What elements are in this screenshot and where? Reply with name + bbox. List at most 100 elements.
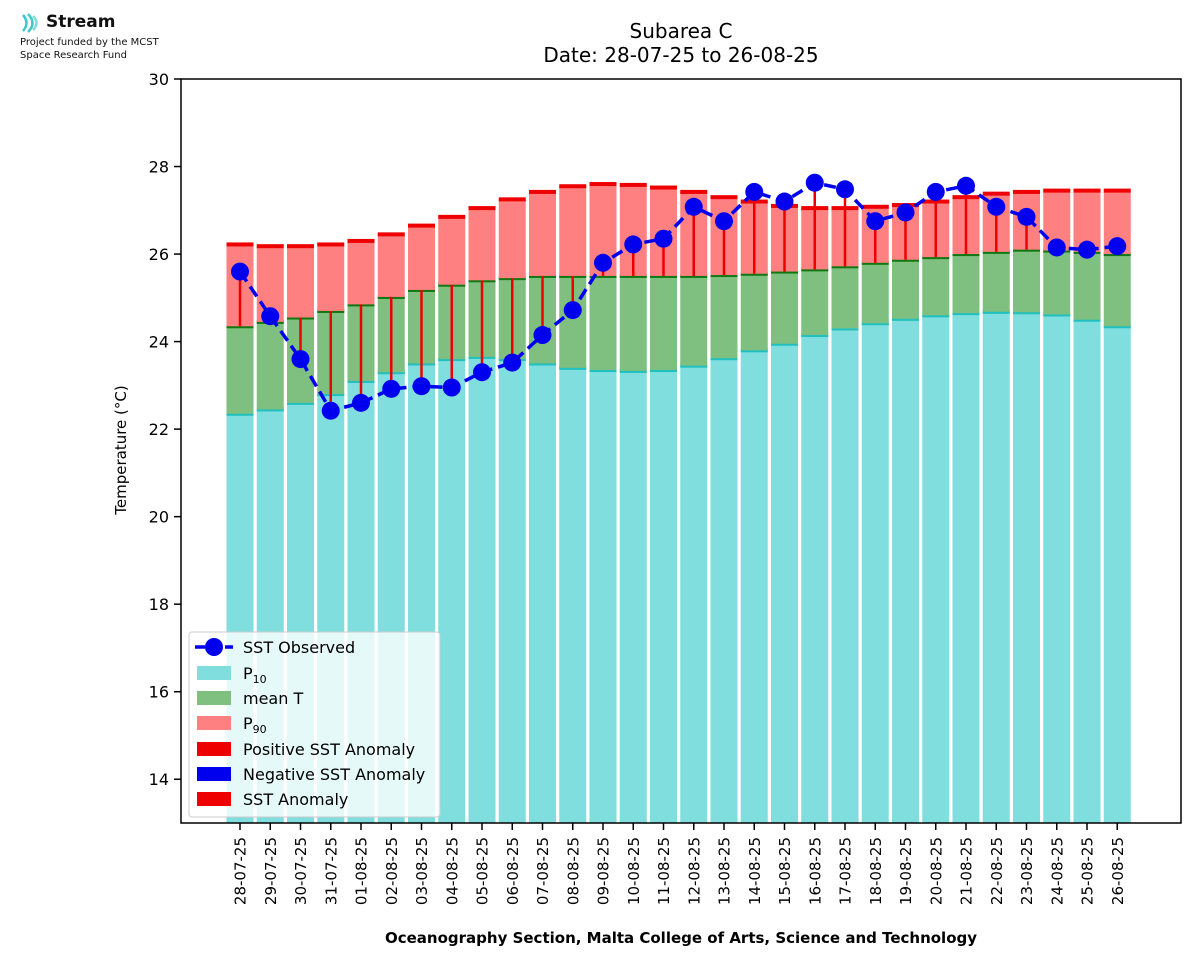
observed-point bbox=[1047, 238, 1066, 257]
legend-box bbox=[188, 631, 441, 818]
legend-label-subscript: 90 bbox=[253, 723, 267, 736]
y-tick-label: 28 bbox=[149, 158, 169, 177]
observed-point bbox=[715, 212, 733, 231]
observed-layer bbox=[231, 173, 1127, 420]
p10-bar bbox=[982, 311, 1010, 823]
p10-bar-edge bbox=[831, 326, 859, 331]
chart-title: Subarea C bbox=[630, 19, 733, 43]
x-tick-label: 08-08-25 bbox=[564, 837, 582, 905]
observed-point bbox=[836, 180, 854, 199]
p90-bar-edge bbox=[619, 182, 647, 187]
y-axis: 14 16 18 20 22 24 26 28 30 bbox=[149, 70, 181, 789]
p90-bar-edge bbox=[438, 214, 466, 219]
x-tick-label: 22-08-25 bbox=[988, 837, 1006, 905]
p90-bar-edge bbox=[317, 242, 345, 247]
p90-bar-edge bbox=[861, 204, 889, 209]
observed-point bbox=[261, 307, 280, 326]
x-tick-label: 25-08-25 bbox=[1079, 837, 1097, 905]
p90-bar bbox=[498, 199, 526, 279]
p90-bar-edge bbox=[589, 182, 617, 187]
observed-point bbox=[987, 197, 1006, 216]
p10-bar bbox=[1073, 319, 1101, 823]
legend-swatch bbox=[197, 666, 231, 680]
observed-point bbox=[684, 197, 703, 216]
x-tick-label: 28-07-25 bbox=[232, 837, 250, 905]
legend-label: SST Anomaly bbox=[243, 790, 348, 809]
p10-bar bbox=[619, 370, 647, 823]
observed-point bbox=[654, 229, 673, 248]
observed-point bbox=[957, 176, 975, 195]
p10-bar bbox=[922, 315, 950, 823]
x-tick-label: 30-07-25 bbox=[292, 837, 310, 905]
x-tick-label: 10-08-25 bbox=[625, 837, 643, 905]
p90-bar-edge bbox=[377, 232, 405, 237]
observed-point bbox=[624, 235, 643, 254]
x-axis-label: Oceanography Section, Malta College of A… bbox=[385, 929, 977, 947]
p90-bar-edge bbox=[408, 223, 435, 228]
mean-bar bbox=[1073, 251, 1101, 320]
observed-point bbox=[352, 393, 370, 412]
mean-bar bbox=[801, 269, 829, 336]
observed-point bbox=[231, 262, 249, 281]
y-axis-label: Temperature (°C) bbox=[112, 385, 130, 515]
p90-bar bbox=[317, 244, 345, 311]
p10-bar bbox=[801, 335, 829, 823]
p10-bar bbox=[1103, 326, 1131, 823]
observed-point bbox=[382, 379, 401, 398]
observed-point bbox=[1017, 207, 1036, 226]
p90-bar-edge bbox=[1013, 189, 1040, 194]
observed-point bbox=[503, 353, 522, 372]
x-tick-label: 11-08-25 bbox=[655, 837, 673, 905]
p90-bar-edge bbox=[226, 242, 254, 247]
mean-bar bbox=[892, 259, 919, 319]
mean-bar bbox=[1043, 250, 1071, 315]
p10-bar bbox=[438, 359, 466, 823]
p10-bar bbox=[771, 343, 798, 823]
observed-point bbox=[866, 212, 885, 231]
legend-swatch bbox=[197, 716, 231, 730]
p90-bar bbox=[468, 208, 496, 281]
x-tick-label: 06-08-25 bbox=[504, 837, 522, 905]
x-tick-label: 14-08-25 bbox=[746, 837, 764, 905]
p90-bar-edge bbox=[529, 189, 556, 194]
mean-bar bbox=[256, 321, 284, 410]
x-tick-label: 21-08-25 bbox=[958, 837, 976, 905]
x-axis: 28-07-25 29-07-25 30-07-25 31-07-25 01-08-25… bbox=[232, 823, 1127, 905]
mean-bar bbox=[952, 254, 980, 314]
mean-bar bbox=[589, 275, 617, 371]
mean-bar-edge bbox=[952, 252, 980, 257]
x-tick-label: 20-08-25 bbox=[927, 837, 945, 905]
p10-bar bbox=[468, 356, 496, 823]
brand-name: Stream bbox=[46, 12, 116, 32]
y-tick-label: 20 bbox=[149, 508, 169, 527]
x-tick-label: 09-08-25 bbox=[595, 837, 613, 905]
x-tick-label: 16-08-25 bbox=[806, 837, 824, 905]
p90-bar bbox=[347, 240, 375, 305]
mean-bar bbox=[831, 266, 859, 329]
y-tick-label: 24 bbox=[149, 333, 169, 352]
observed-point bbox=[1108, 237, 1127, 256]
p10-bar bbox=[529, 363, 556, 823]
observed-point bbox=[563, 301, 582, 320]
mean-bar bbox=[771, 271, 798, 344]
y-tick-label: 14 bbox=[149, 770, 169, 789]
observed-point bbox=[775, 192, 794, 211]
legend-label: mean T bbox=[243, 689, 303, 708]
x-tick-label: 03-08-25 bbox=[413, 837, 431, 905]
stream-logo-icon bbox=[22, 13, 38, 33]
p10-bar bbox=[1043, 314, 1071, 823]
legend-swatch bbox=[197, 767, 231, 781]
p90-bar-edge bbox=[559, 184, 587, 189]
y-tick-label: 16 bbox=[149, 683, 169, 702]
observed-point bbox=[321, 401, 340, 420]
x-tick-label: 15-08-25 bbox=[776, 837, 794, 905]
observed-point bbox=[442, 378, 461, 397]
p10-bar bbox=[1013, 312, 1040, 823]
funding-line-1: Project funded by the MCST bbox=[20, 37, 159, 48]
legend-swatch bbox=[197, 792, 231, 806]
p90-bar-edge bbox=[650, 185, 677, 190]
p10-bar bbox=[740, 350, 768, 823]
x-tick-label: 29-07-25 bbox=[262, 837, 280, 905]
observed-point bbox=[926, 182, 945, 201]
